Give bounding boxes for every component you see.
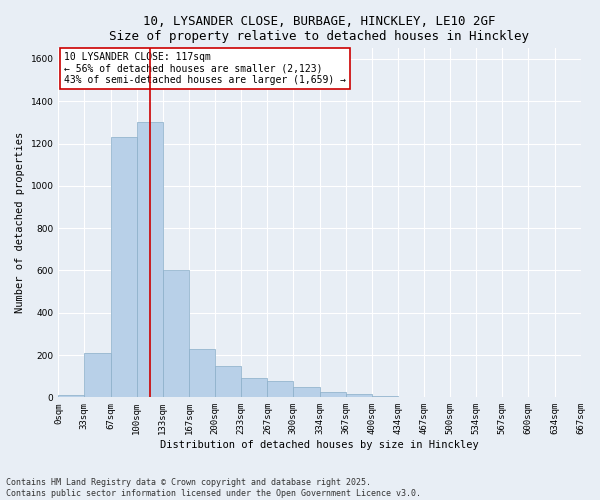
Bar <box>163 270 189 398</box>
Bar <box>241 378 268 398</box>
X-axis label: Distribution of detached houses by size in Hinckley: Distribution of detached houses by size … <box>160 440 479 450</box>
Bar <box>111 137 137 398</box>
Text: 10 LYSANDER CLOSE: 117sqm
← 56% of detached houses are smaller (2,123)
43% of se: 10 LYSANDER CLOSE: 117sqm ← 56% of detac… <box>64 52 346 85</box>
Y-axis label: Number of detached properties: Number of detached properties <box>15 132 25 314</box>
Bar <box>58 395 84 398</box>
Title: 10, LYSANDER CLOSE, BURBAGE, HINCKLEY, LE10 2GF
Size of property relative to det: 10, LYSANDER CLOSE, BURBAGE, HINCKLEY, L… <box>109 15 529 43</box>
Bar <box>268 382 293 398</box>
Bar <box>137 122 163 398</box>
Bar <box>189 348 215 398</box>
Bar <box>293 387 320 398</box>
Text: Contains HM Land Registry data © Crown copyright and database right 2025.
Contai: Contains HM Land Registry data © Crown c… <box>6 478 421 498</box>
Bar <box>84 353 111 398</box>
Bar <box>346 394 371 398</box>
Bar <box>215 366 241 398</box>
Bar <box>320 392 346 398</box>
Bar <box>371 396 398 398</box>
